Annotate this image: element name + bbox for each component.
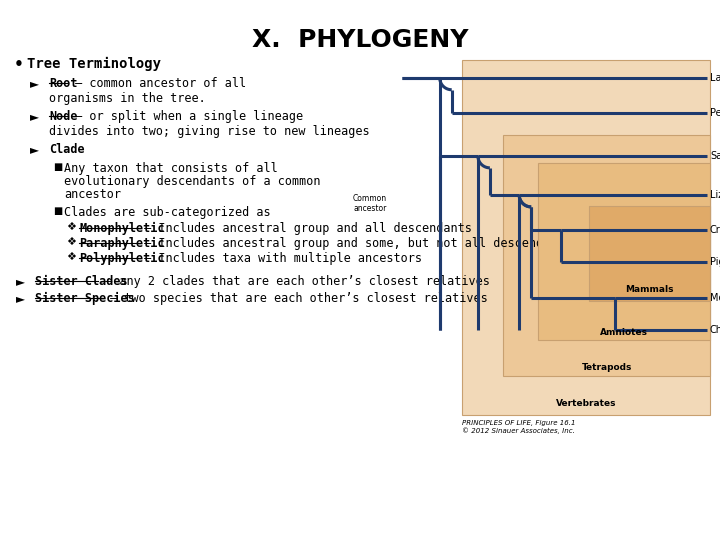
Text: Tree Terminology: Tree Terminology: [27, 57, 161, 71]
Text: Sister Clades: Sister Clades: [35, 275, 127, 288]
Text: ■: ■: [53, 206, 62, 216]
Text: – common ancestor of all: – common ancestor of all: [68, 77, 246, 90]
Bar: [589, 206, 710, 301]
Text: Any taxon that consists of all: Any taxon that consists of all: [64, 162, 278, 175]
Text: PRINCIPLES OF LIFE, Figure 16.1
© 2012 Sinauer Associates, Inc.: PRINCIPLES OF LIFE, Figure 16.1 © 2012 S…: [462, 420, 575, 434]
Text: Lamprey: Lamprey: [710, 73, 720, 83]
Text: Chimpanzee: Chimpanzee: [710, 325, 720, 335]
Text: Pigeon: Pigeon: [710, 258, 720, 267]
Text: ►: ►: [16, 292, 25, 305]
Text: Mammals: Mammals: [626, 285, 674, 294]
Text: – Includes ancestral group and all descendants: – Includes ancestral group and all desce…: [138, 222, 472, 235]
Text: Node: Node: [49, 110, 78, 123]
Text: Salamander: Salamander: [710, 151, 720, 161]
Text: – Includes ancestral group and some, but not all descendants: – Includes ancestral group and some, but…: [138, 237, 572, 250]
Text: ►: ►: [30, 77, 39, 90]
Text: – Includes taxa with multiple ancestors: – Includes taxa with multiple ancestors: [138, 252, 422, 265]
Text: ancestor: ancestor: [64, 188, 121, 201]
Text: Crocodile: Crocodile: [710, 225, 720, 235]
Text: Paraphyletic: Paraphyletic: [79, 237, 164, 250]
Text: – or split when a single lineage: – or split when a single lineage: [68, 110, 304, 123]
Text: Common
ancestor: Common ancestor: [353, 194, 387, 213]
Text: ❖: ❖: [66, 237, 76, 247]
Text: •: •: [14, 57, 24, 72]
Text: ►: ►: [30, 110, 39, 123]
Text: Monophyletic: Monophyletic: [79, 222, 164, 235]
Bar: [462, 60, 710, 415]
Text: Lizard: Lizard: [710, 190, 720, 200]
Text: – two species that are each other’s closest relatives: – two species that are each other’s clos…: [103, 292, 487, 305]
Text: Vertebrates: Vertebrates: [556, 399, 616, 408]
Text: Root: Root: [49, 77, 78, 90]
Bar: [503, 134, 710, 376]
Text: X.  PHYLOGENY: X. PHYLOGENY: [252, 28, 468, 52]
Text: Mouse: Mouse: [710, 293, 720, 303]
Text: – any 2 clades that are each other’s closest relatives: – any 2 clades that are each other’s clo…: [98, 275, 490, 288]
Text: Amniotes: Amniotes: [600, 328, 648, 337]
Bar: [539, 163, 710, 340]
Text: Clades are sub-categorized as: Clades are sub-categorized as: [64, 206, 271, 219]
Text: organisms in the tree.: organisms in the tree.: [49, 92, 206, 105]
Text: Perch: Perch: [710, 108, 720, 118]
Text: Tetrapods: Tetrapods: [582, 363, 632, 373]
Text: divides into two; giving rise to new lineages: divides into two; giving rise to new lin…: [49, 125, 369, 138]
Text: Polyphyletic: Polyphyletic: [79, 252, 164, 265]
Text: ►: ►: [16, 275, 25, 288]
Text: Sister Species: Sister Species: [35, 292, 135, 305]
Text: evolutionary descendants of a common: evolutionary descendants of a common: [64, 175, 320, 188]
Text: ❖: ❖: [66, 252, 76, 262]
Text: Clade: Clade: [49, 143, 85, 156]
Text: ❖: ❖: [66, 222, 76, 232]
Text: ►: ►: [30, 143, 39, 156]
Text: ■: ■: [53, 162, 62, 172]
